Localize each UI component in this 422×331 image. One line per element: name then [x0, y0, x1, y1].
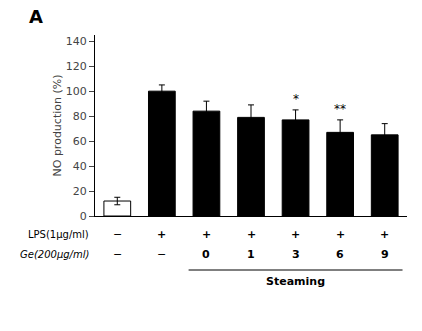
svg-text:1: 1 [247, 248, 255, 261]
svg-text:60: 60 [73, 135, 87, 148]
svg-text:−: − [113, 248, 122, 261]
svg-text:120: 120 [66, 60, 87, 73]
svg-text:LPS(1μg/ml): LPS(1μg/ml) [28, 229, 89, 240]
svg-text:0: 0 [202, 248, 210, 261]
svg-text:0: 0 [80, 210, 87, 223]
svg-text:80: 80 [73, 110, 87, 123]
svg-text:+: + [157, 228, 166, 241]
svg-text:6: 6 [336, 248, 344, 261]
svg-text:+: + [202, 228, 211, 241]
svg-text:9: 9 [381, 248, 389, 261]
svg-text:3: 3 [292, 248, 300, 261]
svg-text:**: ** [334, 102, 346, 116]
svg-text:+: + [247, 228, 256, 241]
svg-text:+: + [380, 228, 389, 241]
svg-text:−: − [113, 228, 122, 241]
svg-text:A: A [29, 6, 43, 27]
svg-text:100: 100 [66, 85, 87, 98]
svg-text:+: + [291, 228, 300, 241]
svg-text:*: * [293, 92, 299, 106]
svg-text:140: 140 [66, 35, 87, 48]
svg-text:40: 40 [73, 160, 87, 173]
svg-text:Ge(200μg/ml): Ge(200μg/ml) [20, 249, 89, 260]
svg-text:NO production (%): NO production (%) [51, 75, 64, 177]
svg-text:20: 20 [73, 185, 87, 198]
svg-text:+: + [336, 228, 345, 241]
svg-text:−: − [157, 248, 166, 261]
svg-text:Steaming: Steaming [266, 275, 325, 288]
